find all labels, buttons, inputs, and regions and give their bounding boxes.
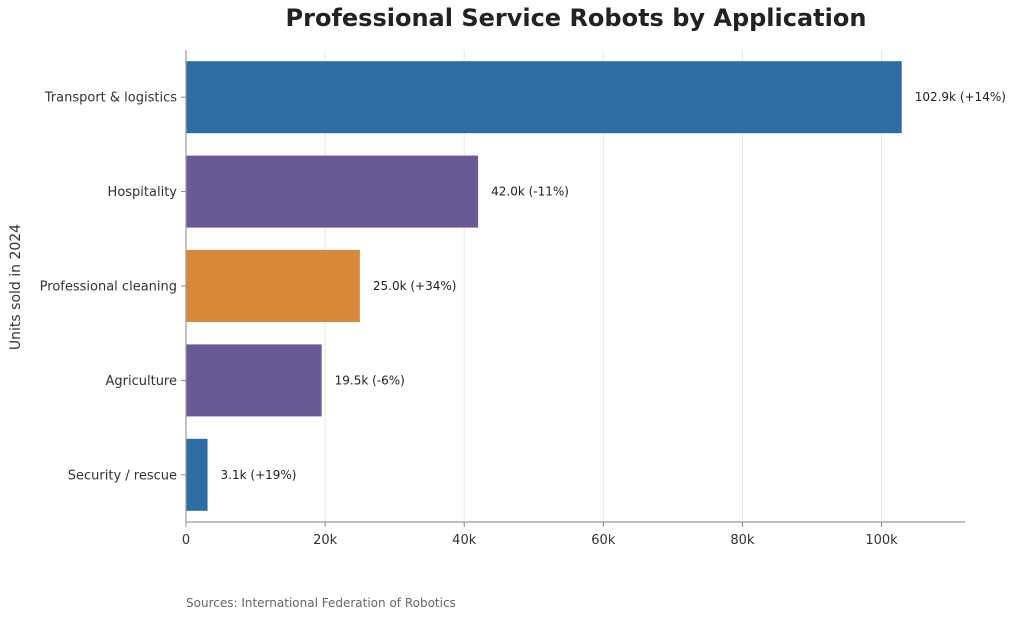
bar [186, 61, 902, 134]
bar [186, 250, 360, 322]
category-label: Professional cleaning [40, 280, 177, 295]
bar [186, 344, 322, 417]
data-label: 42.0k (-11%) [491, 185, 569, 199]
x-tick-label: 60k [591, 533, 616, 548]
category-label: Agriculture [106, 374, 178, 389]
x-tick-label: 40k [452, 533, 477, 548]
bar [186, 438, 208, 511]
bar [186, 155, 479, 228]
x-tick-label: 100k [865, 533, 898, 548]
y-axis-label: Units sold in 2024 [8, 224, 24, 350]
data-label: 3.1k (+19%) [221, 468, 297, 482]
x-tick-label: 0 [182, 533, 190, 548]
data-label: 19.5k (-6%) [335, 373, 405, 387]
source-note: Sources: International Federation of Rob… [186, 596, 456, 610]
category-label: Hospitality [108, 185, 178, 200]
category-label: Security / rescue [68, 468, 177, 483]
labels: 0 20k 40k 60k 80k 100k Transport & logistics 10… [40, 90, 1006, 548]
axes [181, 50, 965, 527]
data-label: 102.9k (+14%) [915, 90, 1006, 104]
x-tick-label: 80k [730, 533, 755, 548]
data-label: 25.0k (+34%) [373, 279, 457, 293]
chart-title: Professional Service Robots by Applicati… [285, 4, 867, 32]
category-label: Transport & logistics [44, 91, 177, 106]
x-tick-label: 20k [313, 533, 338, 548]
bars [186, 61, 902, 511]
